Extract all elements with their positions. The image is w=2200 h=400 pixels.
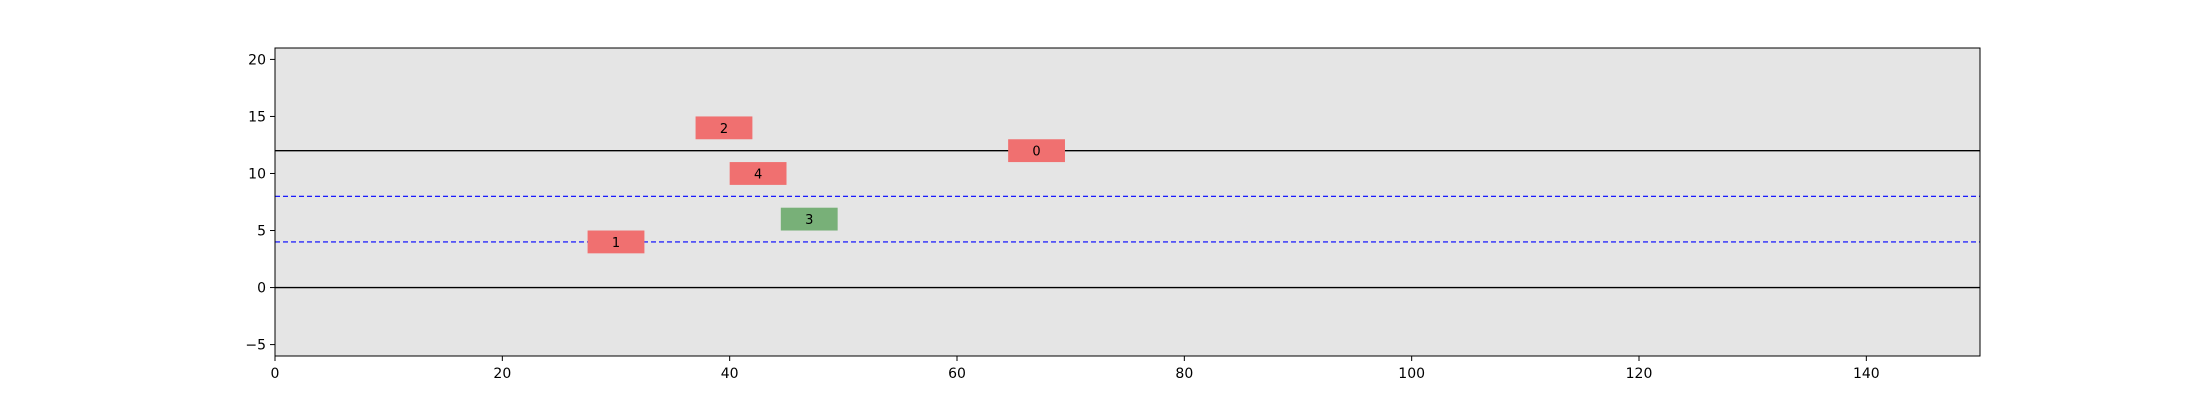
box-rect xyxy=(780,207,838,231)
x-tick-label: 140 xyxy=(1853,366,1880,382)
plot-area xyxy=(275,48,1980,356)
x-tick-label: 20 xyxy=(493,366,511,382)
reference-lines xyxy=(275,150,1980,289)
x-tick-label: 80 xyxy=(1175,366,1193,382)
box-rect xyxy=(729,162,787,185)
x-tick-label: 120 xyxy=(1626,366,1653,382)
box-label: 3 xyxy=(805,213,813,228)
x-tick-label: 0 xyxy=(271,366,280,382)
y-tick-label: 15 xyxy=(248,109,266,125)
box-label: 1 xyxy=(612,236,620,251)
plot-frame xyxy=(274,47,1981,357)
boxes-layer: 0 1 2 3 4 xyxy=(587,116,1065,254)
x-tick-label: 40 xyxy=(721,366,739,382)
box-label: 2 xyxy=(720,122,728,137)
box-4: 4 xyxy=(729,162,787,185)
x-tick-label: 100 xyxy=(1398,366,1425,382)
box-1: 1 xyxy=(587,230,645,254)
box-2: 2 xyxy=(695,116,753,140)
box-rect xyxy=(695,116,753,140)
box-3: 3 xyxy=(780,207,838,231)
box-label: 4 xyxy=(754,167,762,182)
y-axis: −5 0 5 10 15 20 xyxy=(245,52,275,354)
box-label: 0 xyxy=(1032,145,1040,160)
y-tick-label: 0 xyxy=(257,281,266,297)
box-0: 0 xyxy=(1008,139,1065,163)
x-tick-label: 60 xyxy=(948,366,966,382)
box-rect xyxy=(587,230,645,254)
y-tick-label: 20 xyxy=(248,52,266,68)
y-tick-label: 5 xyxy=(257,224,266,240)
box-rect xyxy=(1008,139,1065,163)
x-axis: 0 20 40 60 80 100 120 140 xyxy=(271,356,1880,382)
y-tick-label: −5 xyxy=(245,338,266,354)
y-tick-label: 10 xyxy=(248,166,266,182)
